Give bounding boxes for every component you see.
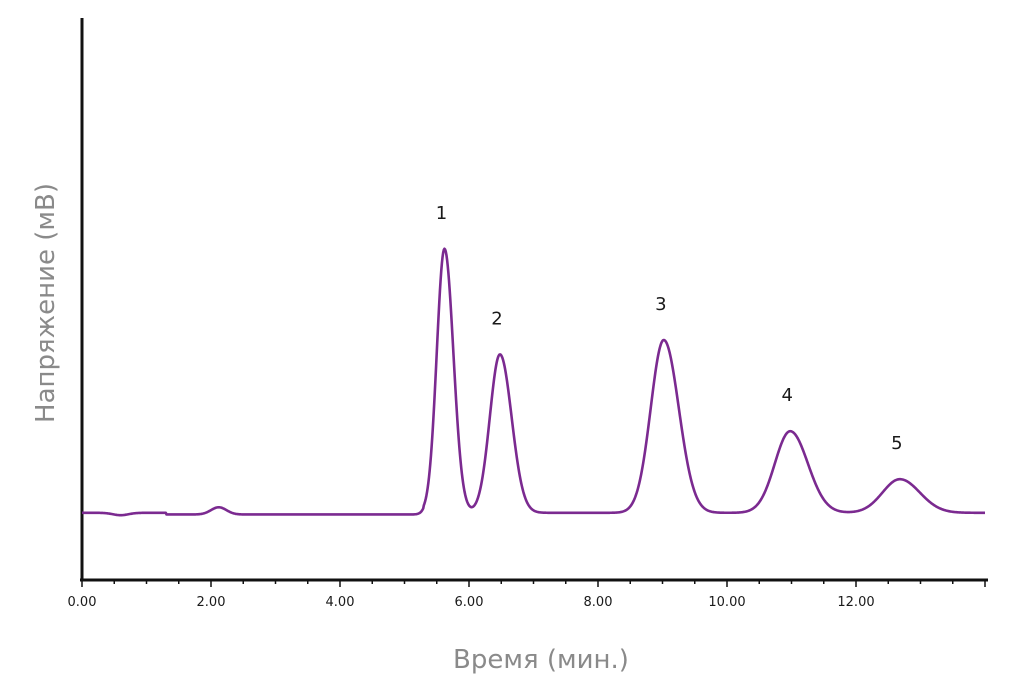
x-tick-labels: 0.00 2.00 4.00 6.00 8.00 10.00 12.00 <box>68 595 875 610</box>
peak-label: 5 <box>891 433 902 454</box>
x-axis-ticks <box>81 580 986 587</box>
x-tick-label: 8.00 <box>584 595 613 610</box>
chromatogram-trace <box>81 247 986 517</box>
peak-label: 1 <box>436 203 447 224</box>
x-tick-label: 4.00 <box>326 595 355 610</box>
axes <box>80 18 988 582</box>
peak-label: 3 <box>655 294 666 315</box>
peak-label: 2 <box>491 308 502 329</box>
x-axis-title: Время (мин.) <box>453 645 629 675</box>
x-tick-label: 12.00 <box>837 595 874 610</box>
y-axis-title: Напряжение (мВ) <box>31 183 61 423</box>
peak-labels: 1 2 3 4 5 <box>436 203 903 454</box>
x-tick-label: 10.00 <box>708 595 745 610</box>
x-tick-label: 2.00 <box>197 595 226 610</box>
x-tick-label: 6.00 <box>455 595 484 610</box>
peak-label: 4 <box>781 385 792 406</box>
x-tick-label: 0.00 <box>68 595 97 610</box>
